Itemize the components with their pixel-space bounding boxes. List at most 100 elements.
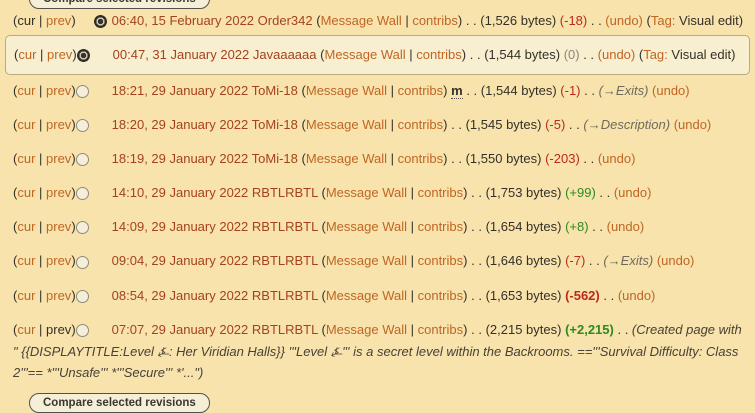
pipe-separator: | [35, 83, 47, 99]
message-wall-link[interactable]: Message Wall [320, 13, 402, 28]
username-link[interactable]: ToMi-18 [251, 117, 298, 133]
prev-link[interactable]: prev [46, 13, 72, 28]
revision-radio[interactable] [75, 153, 89, 167]
revision-radio[interactable] [93, 15, 107, 29]
prev-link[interactable]: prev [46, 151, 72, 167]
cur-link[interactable]: cur [17, 151, 36, 167]
timestamp-link[interactable]: 09:04, 29 January 2022 [111, 253, 249, 269]
timestamp-link[interactable]: 18:19, 29 January 2022 [111, 151, 249, 167]
section-link[interactable]: (→Exits) [603, 253, 654, 269]
cur-link[interactable]: cur [17, 253, 36, 269]
undo-link[interactable]: (undo) [617, 287, 656, 303]
cur-link[interactable]: cur [17, 321, 36, 337]
timestamp-link[interactable]: 08:54, 29 January 2022 [111, 287, 249, 303]
paren: ) [463, 219, 468, 235]
undo-link[interactable]: (undo) [613, 185, 652, 201]
undo-link[interactable]: (undo) [597, 151, 636, 167]
cur-link[interactable]: cur [18, 47, 37, 63]
undo-link[interactable]: (undo) [652, 83, 690, 99]
prev-link[interactable]: prev [46, 185, 72, 201]
cur-link[interactable]: cur [17, 219, 36, 235]
revision-radio[interactable] [76, 49, 90, 63]
dot-separator: . . [588, 219, 607, 235]
tag-link[interactable]: Tag: [643, 47, 668, 63]
timestamp-link[interactable]: 00:47, 31 January 2022 [112, 47, 250, 63]
revision-radio[interactable] [75, 221, 89, 235]
contribs-link[interactable]: contribs [397, 83, 444, 99]
message-wall-link[interactable]: Message Wall [305, 151, 388, 167]
prev-link[interactable]: prev [47, 47, 73, 63]
section-link[interactable]: (→Exits) [598, 83, 649, 99]
contribs-link[interactable]: contribs [417, 253, 464, 269]
revision-radio[interactable] [75, 187, 89, 201]
contribs-link[interactable]: contribs [397, 151, 444, 167]
contribs-link[interactable]: contribs [417, 287, 464, 303]
undo-link[interactable]: (undo) [656, 253, 695, 269]
dot-separator: . . [471, 321, 486, 337]
message-wall-link[interactable]: Message Wall [325, 321, 407, 337]
paren: ) [71, 321, 76, 337]
prev-link[interactable]: prev [46, 219, 72, 235]
username-link[interactable]: RBTLRBTL [251, 185, 318, 201]
message-wall-link[interactable]: Message Wall [325, 287, 407, 303]
contribs-link[interactable]: contribs [412, 13, 458, 28]
undo-link[interactable]: (undo) [597, 47, 636, 63]
message-wall-link[interactable]: Message Wall [324, 47, 406, 63]
byte-count: (1,545 bytes) [465, 117, 542, 133]
contribs-link[interactable]: contribs [397, 117, 444, 133]
timestamp-link[interactable]: 06:40, 15 February 2022 [111, 13, 255, 28]
username-link[interactable]: RBTLRBTL [251, 219, 318, 235]
undo-link[interactable]: (undo) [606, 219, 645, 235]
timestamp-link[interactable]: 18:21, 29 January 2022 [111, 83, 249, 99]
minor-edit-marker: m [451, 83, 463, 100]
revision-radio[interactable] [75, 255, 89, 269]
contribs-link[interactable]: contribs [417, 219, 464, 235]
username-link[interactable]: Order342 [257, 13, 313, 28]
prev-link[interactable]: prev [46, 117, 72, 133]
revision-radio[interactable] [75, 119, 89, 133]
message-wall-link[interactable]: Message Wall [305, 117, 388, 133]
pipe-separator: | [35, 321, 47, 337]
compare-selected-revisions-button-bottom[interactable]: Compare selected revisions [29, 392, 210, 413]
message-wall-link[interactable]: Message Wall [305, 83, 388, 99]
username-link[interactable]: ToMi-18 [251, 83, 298, 99]
cur-link[interactable]: cur [17, 185, 36, 201]
revision-radio[interactable] [75, 85, 89, 99]
prev-link[interactable]: prev [46, 287, 72, 303]
paren: ) [71, 151, 76, 167]
prev-link[interactable]: prev [46, 83, 72, 99]
message-wall-link[interactable]: Message Wall [325, 219, 407, 235]
dot-separator: . . [471, 185, 486, 201]
contribs-link[interactable]: contribs [416, 47, 462, 63]
tag-link[interactable]: Tag: [650, 13, 676, 28]
username-link[interactable]: RBTLRBTL [251, 253, 318, 269]
paren: ) [71, 185, 76, 201]
paren: ) [461, 47, 467, 63]
prev-link[interactable]: prev [46, 253, 72, 269]
username-link[interactable]: ToMi-18 [251, 151, 298, 167]
pipe-separator: | [35, 287, 47, 303]
cur-link[interactable]: cur [17, 117, 36, 133]
paren: ) [463, 253, 468, 269]
message-wall-link[interactable]: Message Wall [325, 185, 407, 201]
username-link[interactable]: Javaaaaaa [252, 47, 317, 63]
revision-radio[interactable] [75, 289, 89, 303]
undo-link[interactable]: (undo) [605, 13, 643, 28]
cur-link[interactable]: cur [17, 83, 36, 99]
revision-radio[interactable] [75, 323, 89, 337]
contribs-link[interactable]: contribs [417, 321, 464, 337]
timestamp-link[interactable]: 14:10, 29 January 2022 [111, 185, 249, 201]
username-link[interactable]: RBTLRBTL [251, 321, 318, 337]
paren: ( [13, 83, 18, 99]
compare-selected-revisions-button-top[interactable]: Compare selected revisions [29, 0, 210, 9]
undo-link[interactable]: (undo) [673, 117, 712, 133]
cur-link[interactable]: cur [17, 287, 36, 303]
timestamp-link[interactable]: 14:09, 29 January 2022 [111, 219, 249, 235]
contribs-link[interactable]: contribs [417, 185, 464, 201]
section-link[interactable]: (→Description) [583, 117, 671, 133]
timestamp-link[interactable]: 07:07, 29 January 2022 [111, 321, 249, 337]
message-wall-link[interactable]: Message Wall [325, 253, 407, 269]
edit-tag: ( [646, 13, 651, 28]
timestamp-link[interactable]: 18:20, 29 January 2022 [111, 117, 249, 133]
username-link[interactable]: RBTLRBTL [251, 287, 318, 303]
